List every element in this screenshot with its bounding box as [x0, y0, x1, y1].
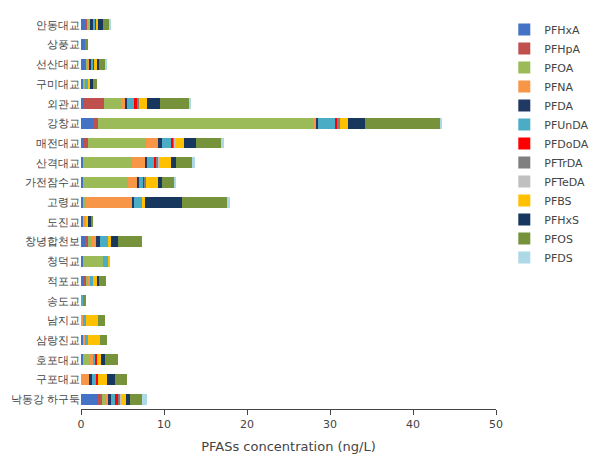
svg-text:선산대교: 선산대교 — [36, 58, 80, 71]
svg-text:PFOA: PFOA — [544, 62, 573, 75]
svg-text:산격대교: 산격대교 — [36, 157, 80, 170]
svg-text:PFTeDA: PFTeDA — [544, 176, 585, 189]
svg-text:PFNA: PFNA — [544, 81, 573, 94]
svg-text:PFTrDA: PFTrDA — [544, 157, 583, 170]
svg-text:가전잠수교: 가전잠수교 — [25, 176, 80, 189]
svg-text:청덕교: 청덕교 — [47, 255, 80, 268]
svg-text:20: 20 — [240, 418, 254, 431]
svg-text:창녕합천보: 창녕합천보 — [25, 235, 80, 248]
svg-text:PFASs concentration (ng/L): PFASs concentration (ng/L) — [201, 439, 376, 454]
svg-text:0: 0 — [78, 418, 85, 431]
svg-text:강창교: 강창교 — [47, 117, 80, 130]
svg-text:PFHxS: PFHxS — [544, 214, 579, 227]
svg-text:송도교: 송도교 — [47, 295, 80, 308]
svg-text:외관교: 외관교 — [47, 98, 80, 111]
svg-text:도진교: 도진교 — [47, 216, 80, 229]
svg-text:적포교: 적포교 — [47, 275, 80, 288]
svg-text:PFHpA: PFHpA — [544, 43, 580, 56]
svg-text:PFDoDA: PFDoDA — [544, 138, 588, 151]
svg-text:40: 40 — [406, 418, 420, 431]
svg-text:50: 50 — [489, 418, 503, 431]
svg-text:삼랑진교: 삼랑진교 — [36, 334, 80, 347]
svg-text:안동대교: 안동대교 — [36, 19, 80, 32]
svg-text:고령교: 고령교 — [47, 196, 80, 209]
svg-text:상풍교: 상풍교 — [47, 38, 80, 51]
svg-text:구미대교: 구미대교 — [36, 78, 80, 91]
svg-text:PFHxA: PFHxA — [544, 24, 580, 37]
svg-text:PFUnDA: PFUnDA — [544, 119, 588, 132]
svg-text:남지교: 남지교 — [47, 314, 80, 327]
svg-text:30: 30 — [323, 418, 337, 431]
svg-text:PFOS: PFOS — [544, 233, 573, 246]
svg-text:PFDS: PFDS — [544, 252, 572, 265]
svg-text:PFBS: PFBS — [544, 195, 571, 208]
svg-text:매전대교: 매전대교 — [36, 137, 80, 150]
svg-text:PFDA: PFDA — [544, 100, 573, 113]
svg-text:10: 10 — [157, 418, 171, 431]
svg-text:구포대교: 구포대교 — [36, 373, 80, 386]
svg-text:호포대교: 호포대교 — [36, 354, 80, 367]
svg-text:낙동강 하구둑: 낙동강 하구둑 — [11, 393, 81, 406]
